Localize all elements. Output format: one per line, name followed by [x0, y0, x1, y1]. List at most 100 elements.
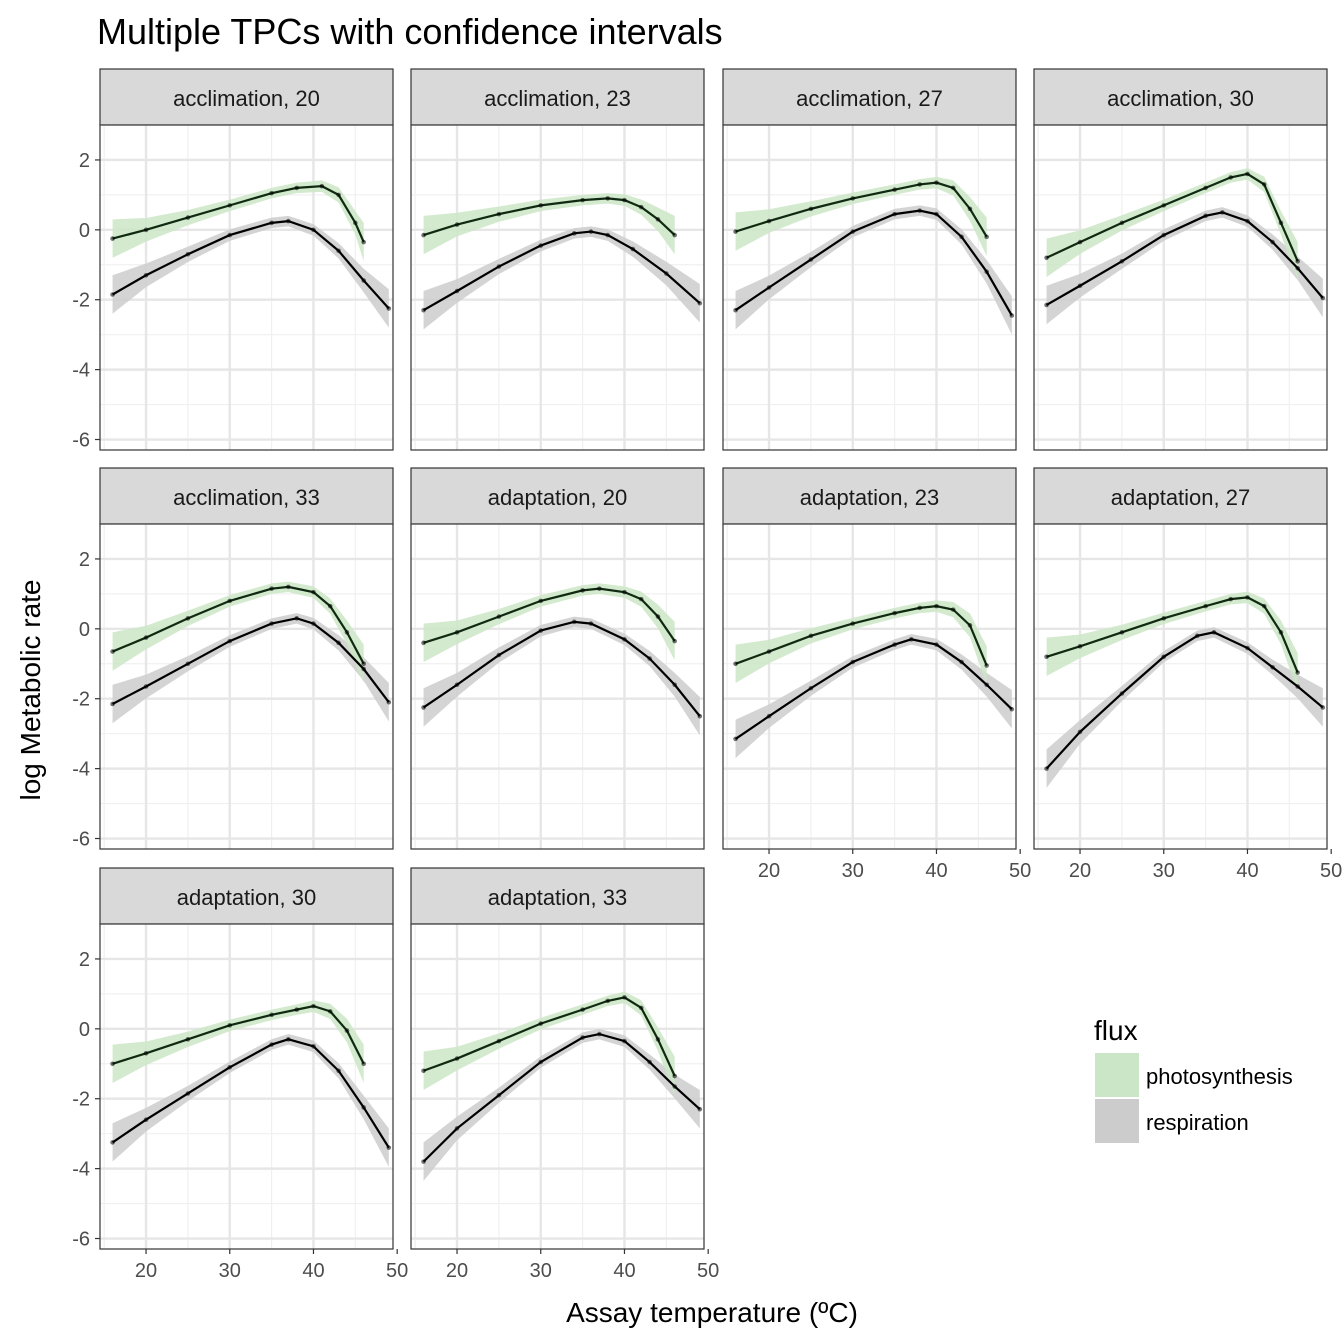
respiration-point: [386, 1145, 392, 1150]
photosynthesis-fit-line: [112, 1004, 365, 1065]
legend-key-photosynthesis: [1095, 1053, 1139, 1097]
legend-label-photosynthesis: photosynthesis: [1146, 1064, 1293, 1089]
y-tick-label: -6: [72, 430, 90, 452]
photosynthesis-point: [672, 232, 677, 238]
respiration-point: [1211, 630, 1217, 635]
photosynthesis-point: [1228, 175, 1234, 180]
respiration-point: [361, 666, 367, 672]
respiration-point: [269, 220, 274, 226]
respiration-point: [1245, 645, 1250, 651]
respiration-confidence-band: [1046, 207, 1323, 325]
photosynthesis-point: [421, 1068, 426, 1074]
facet-panel-acclimation-20: acclimation, 20 2 0 -2 -4 -6: [72, 68, 394, 452]
y-tick-label: -2: [72, 290, 90, 312]
photosynthesis-point: [655, 614, 661, 619]
respiration-point: [588, 621, 594, 626]
photosynthesis-fit-line: [423, 197, 676, 237]
x-tick-label: 20: [135, 1260, 157, 1282]
photosynthesis-point: [622, 589, 627, 595]
photosynthesis-point: [622, 995, 627, 1000]
photosynthesis-point: [672, 638, 677, 644]
facet-strip: [722, 68, 1017, 126]
respiration-point: [1119, 691, 1125, 696]
respiration-point: [664, 271, 669, 276]
facet-strip-label: adaptation, 20: [488, 485, 627, 510]
photosynthesis-confidence-band: [112, 581, 364, 684]
respiration-point: [1161, 654, 1167, 660]
photosynthesis-point: [1077, 644, 1083, 649]
photosynthesis-point: [917, 182, 923, 187]
photosynthesis-point: [1119, 630, 1125, 635]
photosynthesis-point: [597, 586, 602, 591]
photosynthesis-point: [1119, 220, 1125, 226]
panel-grid: [723, 124, 1016, 450]
x-tick-label: 50: [697, 1260, 719, 1282]
photosynthesis-point: [110, 649, 115, 654]
y-tick-label: -4: [72, 1159, 90, 1181]
photosynthesis-point: [1278, 630, 1284, 635]
photosynthesis-point: [143, 227, 149, 233]
respiration-point: [1320, 295, 1326, 301]
photosynthesis-point: [1261, 603, 1267, 609]
respiration-point: [850, 659, 856, 665]
respiration-confidence-band: [1046, 627, 1323, 788]
respiration-point: [386, 699, 392, 705]
photosynthesis-point: [950, 607, 956, 612]
respiration-point: [647, 656, 652, 661]
respiration-point: [597, 1031, 602, 1037]
x-tick-label: 30: [842, 860, 864, 882]
x-tick-label: 30: [1153, 860, 1175, 882]
respiration-point: [110, 292, 115, 297]
photosynthesis-point: [1077, 239, 1083, 245]
respiration-point: [336, 248, 341, 254]
respiration-point: [454, 1126, 460, 1131]
photosynthesis-point: [967, 623, 973, 628]
x-tick-label: 50: [386, 1260, 408, 1282]
facet-panel-acclimation-33: acclimation, 33 2 0 -2 -4 -6: [72, 467, 394, 851]
photosynthesis-point: [984, 663, 989, 668]
respiration-point: [1320, 705, 1326, 710]
photosynthesis-point: [1044, 255, 1049, 261]
photosynthesis-point: [110, 1061, 115, 1067]
panel-border: [722, 523, 1017, 850]
respiration-point: [909, 637, 914, 642]
respiration-fit-line: [112, 617, 390, 705]
x-tick-label: 40: [925, 860, 947, 882]
photosynthesis-point: [1245, 171, 1250, 177]
respiration-point: [361, 278, 367, 283]
photosynthesis-point: [185, 1037, 191, 1042]
respiration-point: [622, 637, 627, 642]
photosynthesis-fit-line: [423, 587, 676, 644]
photosynthesis-point: [454, 1056, 460, 1061]
photosynthesis-point: [934, 180, 939, 185]
photosynthesis-point: [538, 203, 544, 208]
photosynthesis-point: [336, 192, 341, 198]
facet-panel-adaptation-33: adaptation, 33 20 30 40 50: [410, 867, 719, 1282]
facet-strip-label: adaptation, 33: [488, 885, 627, 910]
facet-strip: [410, 867, 705, 925]
photosynthesis-point: [808, 206, 814, 212]
photosynthesis-point: [850, 196, 856, 201]
x-tick-label: 40: [613, 1260, 635, 1282]
respiration-point: [850, 229, 856, 234]
photosynthesis-point: [580, 197, 585, 203]
photosynthesis-point: [1161, 616, 1167, 621]
photosynthesis-point: [361, 1061, 367, 1067]
facet-panel-acclimation-27: acclimation, 27: [722, 68, 1017, 451]
y-tick-label: -6: [72, 829, 90, 851]
facet-strip-label: acclimation, 30: [1107, 86, 1254, 111]
respiration-point: [227, 1064, 233, 1070]
facet-strip: [722, 467, 1017, 525]
respiration-confidence-band: [112, 215, 389, 328]
respiration-point: [697, 300, 703, 306]
photosynthesis-point: [605, 998, 611, 1004]
respiration-point: [496, 652, 502, 658]
y-tick-label: 0: [79, 619, 90, 641]
respiration-confidence-band: [112, 1034, 389, 1167]
respiration-point: [185, 1091, 191, 1096]
x-tick-label: 40: [302, 1260, 324, 1282]
respiration-point: [1203, 213, 1208, 219]
respiration-point: [959, 659, 964, 665]
respiration-point: [1194, 633, 1200, 639]
photosynthesis-fit-line: [1046, 172, 1299, 262]
